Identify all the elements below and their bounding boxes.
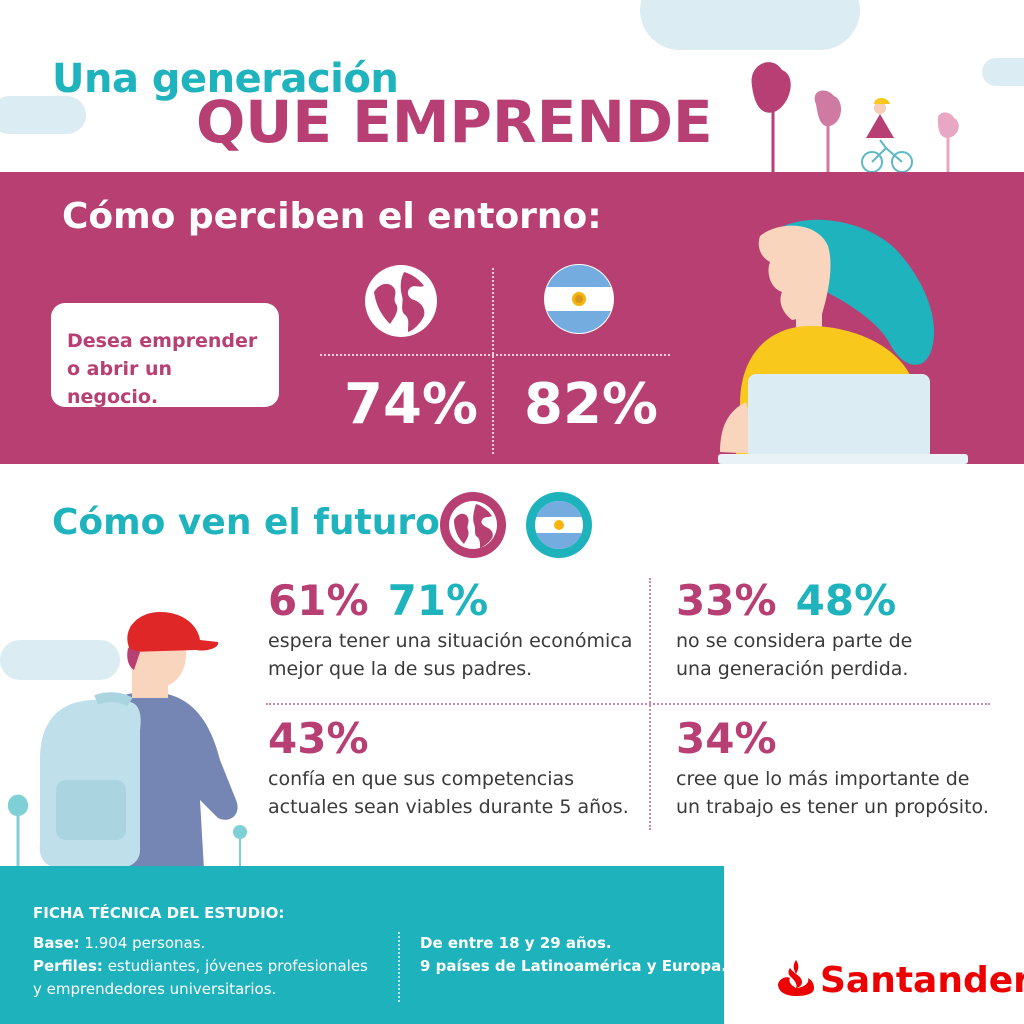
stat-2-text-line2: una generación perdida. [676, 658, 909, 680]
title-line1: Una generación [52, 56, 399, 102]
stat-4-global: 34% [676, 714, 777, 763]
ficha-perfiles: Perfiles: estudiantes, jóvenes profesion… [33, 955, 368, 978]
ficha-edad: De entre 18 y 29 años. [420, 934, 612, 952]
entorno-global-value: 74% [344, 372, 479, 437]
entorno-card: Desea emprender o abrir un negocio. [51, 303, 279, 408]
stat-2: 33% 48% no se considera parte de una gen… [676, 576, 912, 683]
band-horizontal-divider [320, 354, 670, 356]
stat-2-argentina: 48% [795, 576, 897, 625]
futuro-horizontal-divider [266, 703, 990, 705]
santander-flame-icon [778, 960, 814, 996]
ficha-paises: 9 países de Latinoamérica y Europa. [420, 957, 727, 975]
santander-logo-text: Santander [820, 960, 1024, 1001]
student-backpack-illustration [7, 612, 247, 870]
entorno-argentina-value: 82% [524, 372, 659, 437]
stat-1-text-line2: mejor que la de sus padres. [268, 658, 533, 680]
stat-1-text-line1: espera tener una situación económica [268, 630, 633, 652]
ficha-base-value: 1.904 personas. [79, 934, 206, 952]
stat-4-text-line1: cree que lo más importante de [676, 768, 970, 790]
stat-4: 34% cree que lo más importante de un tra… [676, 714, 989, 821]
stat-1-global: 61% [268, 576, 369, 625]
ficha-divider [398, 932, 400, 1002]
argentina-flag-icon-future [526, 492, 592, 558]
ficha-perfiles-value: estudiantes, jóvenes profesionales [102, 957, 368, 975]
ficha-left-column: Base: 1.904 personas. Perfiles: estudian… [33, 932, 368, 1001]
cloud-left-2 [0, 640, 120, 680]
ficha-perfiles-value2: y emprendedores universitarios. [33, 980, 277, 998]
entorno-title: Cómo perciben el entorno: [62, 196, 602, 237]
stat-3-global: 43% [268, 714, 369, 763]
cloud-left [0, 96, 86, 134]
stat-4-text-line2: un trabajo es tener un propósito. [676, 796, 989, 818]
argentina-flag-icon [544, 264, 614, 334]
ficha-base: Base: 1.904 personas. [33, 932, 368, 955]
stat-1: 61% 71% espera tener una situación econó… [268, 576, 632, 683]
ficha-base-label: Base: [33, 934, 80, 952]
globe-icon [365, 265, 437, 337]
cloud-right [982, 58, 1024, 86]
title-line2: QUE EMPRENDE [196, 88, 713, 156]
stat-3-text-line1: confía en que sus competencias [268, 768, 575, 790]
card-line1: Desea emprender [67, 330, 258, 352]
band-vertical-divider [492, 268, 494, 454]
stat-3-text-line2: actuales sean viables durante 5 años. [268, 796, 629, 818]
card-line2: o abrir un negocio. [67, 358, 173, 408]
ficha-perfiles-label: Perfiles: [33, 957, 103, 975]
ficha-footer [0, 866, 724, 1024]
futuro-title: Cómo ven el futuro: [52, 502, 455, 543]
cloud-top-right-2 [700, 0, 840, 50]
stat-1-argentina: 71% [387, 576, 489, 625]
ficha-right-column: De entre 18 y 29 años. 9 países de Latin… [420, 932, 727, 978]
ficha-title: FICHA TÉCNICA DEL ESTUDIO: [33, 904, 285, 922]
trees-cyclist-illustration [751, 62, 959, 173]
globe-icon-future [440, 492, 506, 558]
woman-laptop-illustration [718, 219, 968, 464]
stat-2-global: 33% [676, 576, 777, 625]
stat-2-text-line1: no se considera parte de [676, 630, 913, 652]
stat-3: 43% confía en que sus competencias actua… [268, 714, 629, 821]
